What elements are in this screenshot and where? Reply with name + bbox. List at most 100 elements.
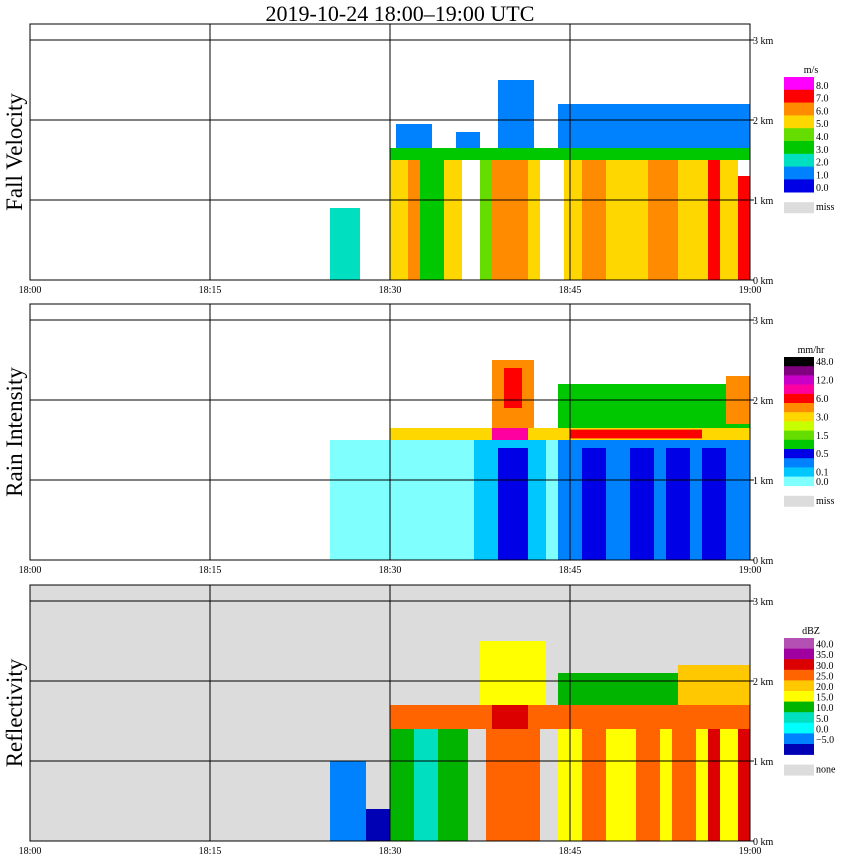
reflectivity-data-cell [636,721,660,841]
reflectivity-data-cell [708,721,720,841]
reflectivity-ytick-label: 3 km [753,597,774,608]
fall-velocity-legend-swatch [784,166,814,180]
fall-velocity-legend-swatch [784,141,814,155]
reflectivity-data-cell [330,761,366,841]
reflectivity-legend-missing-swatch [784,764,814,776]
rain-intensity-xtick-label: 19:00 [739,565,762,576]
fall-velocity-data-cell [678,160,708,280]
rain-intensity-legend-label: 0.0 [816,477,829,488]
fall-velocity-legend-swatch [784,89,814,103]
rain-intensity-legend-swatch [784,467,814,477]
fall-velocity-data-cell [528,160,540,280]
reflectivity-data-cell [582,721,606,841]
rain-intensity-legend-label: 3.0 [816,412,829,423]
rain-intensity-ytick-label: 3 km [753,316,774,327]
rain-intensity-xtick-label: 18:00 [19,565,42,576]
reflectivity-data-cell [738,729,750,841]
fall-velocity-data-cell [498,80,534,148]
reflectivity-legend-swatch [784,701,814,713]
reflectivity-legend-swatch [784,744,814,755]
reflectivity-legend: dBZ 40.035.030.025.020.015.010.05.00.0−5.… [784,626,836,776]
fall-velocity-legend-label: 1.0 [816,170,829,181]
fall-velocity-legend-swatch [784,77,814,91]
fall-velocity-data-cell [708,160,720,280]
reflectivity-legend-swatch [784,712,814,724]
rain-intensity-legend-label: 0.5 [816,449,829,460]
reflectivity-xtick-label: 18:15 [199,846,222,857]
rain-intensity-legend-missing-label: miss [816,496,834,507]
rain-intensity-data-cell [504,368,522,408]
reflectivity-panel: 0 km 1 km 2 km 3 km 18:00 18:15 18:30 18:45 19:0… [2,584,836,857]
fall-velocity-legend-label: 7.0 [816,94,829,105]
fall-velocity-legend-missing-label: miss [816,202,834,213]
reflectivity-legend-swatch [784,722,814,734]
reflectivity-data-cell [672,721,696,841]
fall-velocity-data-cell [330,208,360,280]
rain-intensity-data-cell [570,429,702,439]
fall-velocity-ytick-label: 3 km [753,36,774,47]
fall-velocity-data-cell [720,160,738,280]
rain-intensity-legend-missing-swatch [784,495,814,507]
reflectivity-legend-label: 25.0 [816,671,834,682]
rain-intensity-ytick-label: 0 km [753,556,774,567]
rain-intensity-frame [29,303,751,561]
rain-intensity-legend-swatch [784,449,814,459]
rain-intensity-legend-label: 1.5 [816,431,829,442]
rain-intensity-legend-swatch [784,476,814,487]
reflectivity-legend-label: 20.0 [816,682,834,693]
reflectivity-data-cell [366,809,390,841]
fall-velocity-data-cell [390,152,408,280]
reflectivity-ytick-label: 1 km [753,757,774,768]
fall-velocity-panel: 0 km 1 km 2 km 3 km 18:00 18:15 18:30 18:45 19:0… [2,23,834,296]
reflectivity-ytick-label: 0 km [753,837,774,848]
fall-velocity-legend-swatch [784,115,814,129]
fall-velocity-data-cell [420,160,444,280]
fall-velocity-xtick-label: 18:45 [559,285,582,296]
fall-velocity-legend-unit: m/s [804,65,819,76]
rain-intensity-data-cell [702,448,726,560]
reflectivity-legend-label: 0.0 [816,724,829,735]
fall-velocity-legend-label: 0.0 [816,183,829,194]
reflectivity-legend-label: 10.0 [816,703,834,714]
reflectivity-legend-label: 15.0 [816,693,834,704]
rain-intensity-legend-swatch [784,412,814,422]
rain-intensity-legend-swatch [784,439,814,450]
reflectivity-legend-label: 5.0 [816,714,829,725]
fall-velocity-legend-swatch [784,179,814,193]
reflectivity-data-cell [390,721,414,841]
reflectivity-data-cell [414,729,438,841]
rain-intensity-xtick-label: 18:45 [559,565,582,576]
reflectivity-legend-label: 40.0 [816,640,834,651]
reflectivity-xtick-label: 18:30 [379,846,402,857]
fall-velocity-data-cell [444,160,462,280]
reflectivity-data-cell [486,713,540,841]
rain-intensity-data-cell [558,384,750,428]
reflectivity-legend-swatch [784,638,814,649]
rain-intensity-ytick-label: 2 km [753,396,774,407]
reflectivity-frame [29,584,751,842]
rain-intensity-legend-swatch [784,393,814,404]
reflectivity-xtick-label: 18:45 [559,846,582,857]
rain-intensity-data-cell [498,448,528,560]
reflectivity-xtick-label: 18:00 [19,846,42,857]
reflectivity-legend-swatch [784,691,814,702]
reflectivity-data-cell [678,665,750,705]
rain-intensity-legend-swatch [784,421,814,431]
reflectivity-y-axis-label: Reflectivity [2,658,27,767]
fall-velocity-ytick-label: 2 km [753,116,774,127]
fall-velocity-ytick-label: 0 km [753,276,774,287]
fall-velocity-data-cell [558,104,750,148]
reflectivity-legend-unit: dBZ [802,626,820,637]
fall-velocity-data-cell [606,160,648,280]
rain-intensity-ytick-label: 1 km [753,476,774,487]
reflectivity-ytick-label: 2 km [753,677,774,688]
fall-velocity-data-cell [582,160,606,280]
rain-intensity-legend-unit: mm/hr [798,345,825,356]
fall-velocity-legend-label: 8.0 [816,81,829,92]
reflectivity-legend-missing-label: none [816,765,836,776]
reflectivity-legend-swatch [784,733,814,745]
fall-velocity-data-cell [738,176,750,280]
reflectivity-legend-label: 30.0 [816,661,834,672]
